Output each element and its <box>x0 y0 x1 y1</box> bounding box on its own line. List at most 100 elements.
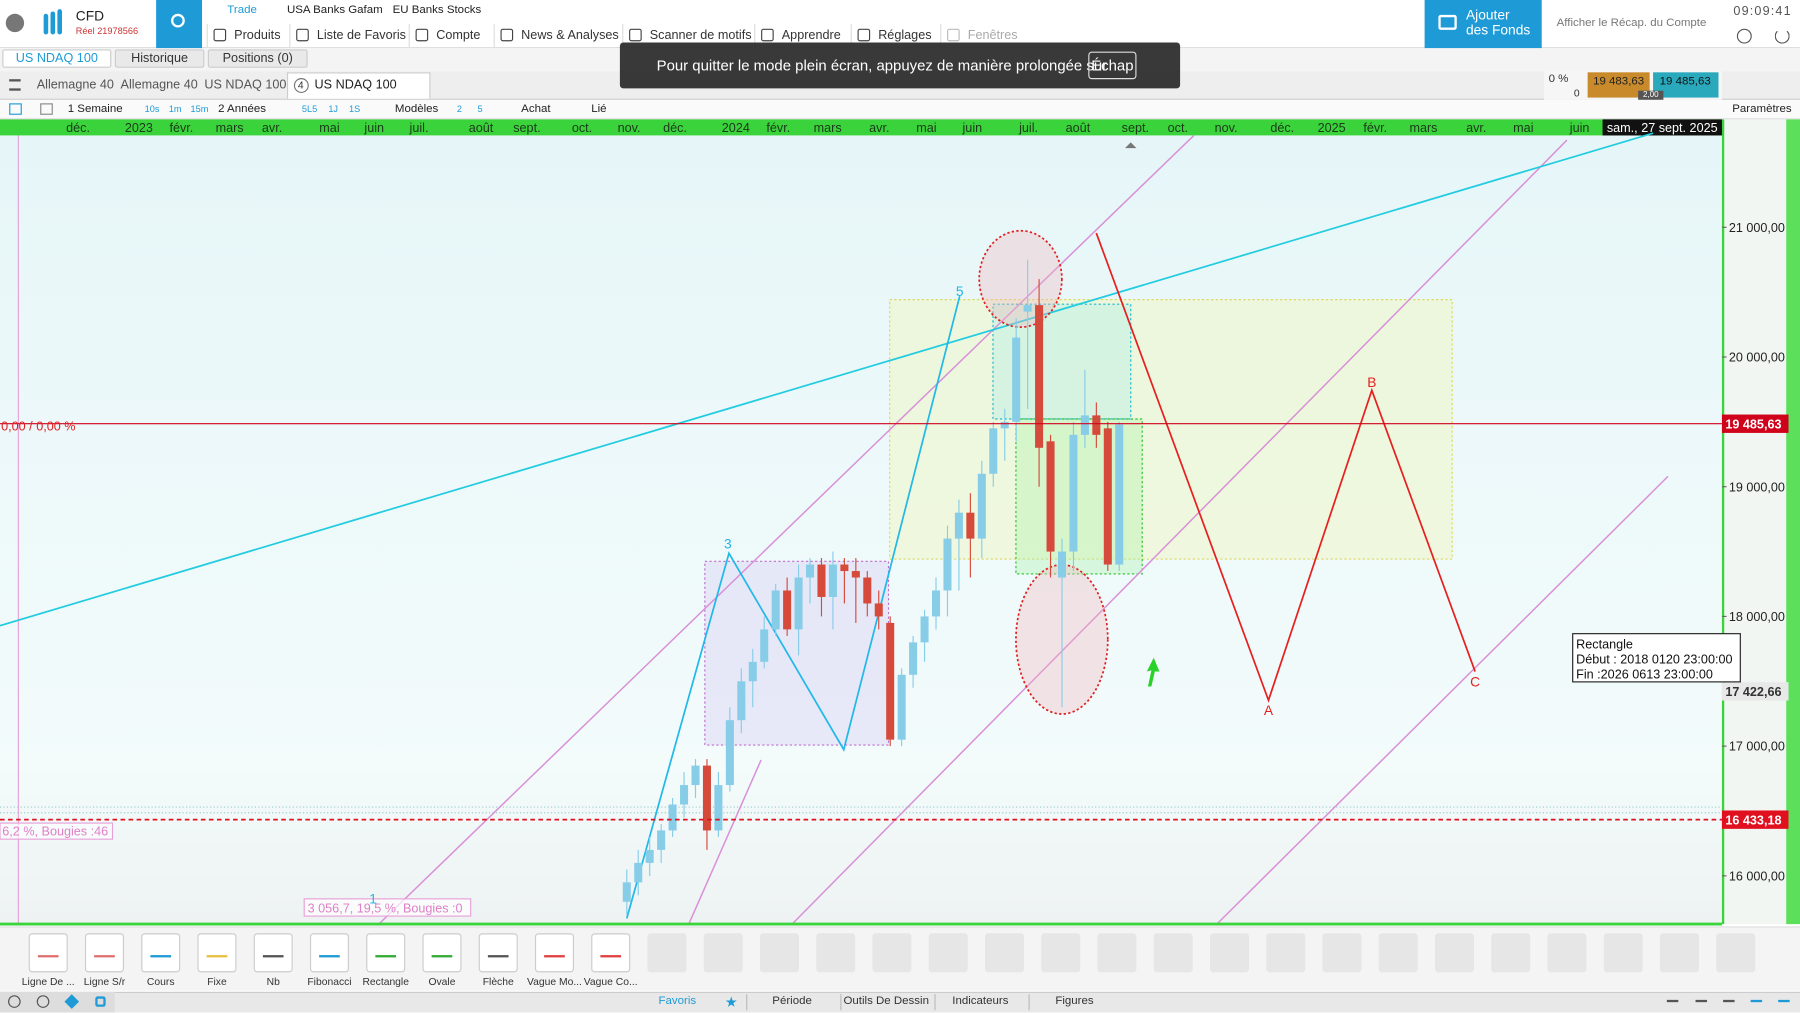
footer-tab[interactable]: Indicateurs <box>952 994 1009 1008</box>
channel-line <box>1216 475 1669 925</box>
date-axis <box>0 119 1722 136</box>
tool-label: Vague Co... <box>583 975 638 988</box>
toolbar-item[interactable]: 1J <box>328 103 339 115</box>
candle-body <box>1092 415 1101 435</box>
tool-slot <box>928 933 968 973</box>
candle-body <box>1023 305 1032 312</box>
wave-impulse <box>625 295 961 919</box>
toolbar-item[interactable]: 2 Années <box>218 102 267 116</box>
candle-body <box>1035 305 1044 448</box>
tool-label: Flèche <box>482 975 514 988</box>
menu-separator <box>622 24 624 48</box>
plot-area <box>0 135 1722 925</box>
recap-link[interactable]: Afficher le Récap. du Compte <box>1556 16 1707 30</box>
menu-item[interactable]: Fenêtres <box>967 28 1018 43</box>
tool-button[interactable] <box>366 933 406 973</box>
footer-tab[interactable]: Figures <box>1055 994 1094 1008</box>
ask-box[interactable] <box>1653 72 1719 98</box>
footer-tab[interactable]: Favoris <box>658 994 697 1008</box>
price-tag-label: 17 422,66 <box>1725 685 1781 699</box>
tool-label: Rectangle <box>362 975 409 988</box>
tool-button[interactable] <box>591 933 631 973</box>
date-label: mai <box>1513 121 1533 135</box>
chart-tab-active[interactable] <box>286 72 431 99</box>
candle-body <box>1080 415 1089 435</box>
menu-item[interactable]: Liste de Favoris <box>316 28 406 43</box>
banner <box>619 42 1181 89</box>
tool-button[interactable] <box>534 933 574 973</box>
menu-separator <box>206 24 208 48</box>
quote-change: 0 % <box>1548 72 1569 86</box>
tool-button[interactable] <box>84 933 124 973</box>
toolbar-item[interactable]: 5L5 <box>301 103 318 115</box>
candle-body <box>657 830 666 850</box>
clock: 09:09:41 <box>1733 4 1792 19</box>
top-tab[interactable]: USA Banks Gafam <box>286 4 383 17</box>
date-label: juin <box>962 121 983 135</box>
chart-tab[interactable]: Allemagne 40 <box>36 78 114 92</box>
footer-separator <box>840 994 842 1011</box>
toolbar-item[interactable]: 1m <box>168 103 182 115</box>
menu-item[interactable]: News & Analyses <box>521 28 619 43</box>
tab-name: US NDAQ 100 <box>314 78 397 92</box>
price-tag-label: 19 485,63 <box>1725 417 1781 431</box>
add-funds[interactable] <box>1424 0 1542 49</box>
menu-item[interactable]: Compte <box>436 28 481 43</box>
chart-tab[interactable]: Allemagne 40 <box>120 78 198 92</box>
price-tag <box>1721 414 1789 433</box>
candle-body <box>771 590 780 630</box>
date-label: oct. <box>572 121 592 135</box>
menu-separator <box>289 24 291 48</box>
candle-body <box>897 674 906 740</box>
tool-button[interactable] <box>253 933 293 973</box>
tool-button[interactable] <box>197 933 237 973</box>
menu-item[interactable]: Produits <box>234 28 281 43</box>
toolbar <box>0 99 1800 120</box>
tool-button[interactable] <box>309 933 349 973</box>
ask: 19 485,63 <box>1659 75 1711 88</box>
toolbar-item[interactable]: 1S <box>348 103 361 115</box>
chart-tab[interactable]: US NDAQ 100 <box>204 78 287 92</box>
tool-button[interactable] <box>28 933 68 973</box>
tool-button[interactable] <box>141 933 181 973</box>
menu-icon <box>213 28 227 42</box>
toolbar-item[interactable]: 5 <box>477 103 483 115</box>
footer-tab[interactable]: Outils De Dessin <box>843 994 929 1008</box>
menu-lines <box>9 79 21 91</box>
toolbar-item[interactable]: Achat <box>521 102 551 116</box>
toolbar-item[interactable]: Lié <box>591 102 607 116</box>
tool-button[interactable] <box>422 933 462 973</box>
toolbar-item[interactable]: 10s <box>144 103 160 115</box>
toolbar-item[interactable]: Paramètres <box>1732 102 1792 116</box>
menu-item[interactable]: Apprendre <box>781 28 841 43</box>
toolbar-item[interactable]: Modèles <box>394 102 439 116</box>
menu-item[interactable]: Réglages <box>878 28 932 43</box>
candle-body <box>989 428 998 474</box>
footer-icon <box>8 995 21 1008</box>
zoom-control <box>1666 999 1679 1003</box>
tool-glyph <box>431 948 453 958</box>
sub-tab[interactable] <box>114 49 205 68</box>
quote-count: 0 <box>1573 87 1580 99</box>
toolbar-item[interactable]: 15m <box>190 103 209 115</box>
menu-separator <box>493 24 495 48</box>
tool-slot <box>1603 933 1643 973</box>
menu-icon <box>947 28 960 42</box>
candle-body <box>1069 434 1078 552</box>
toolbar-item[interactable]: 1 Semaine <box>67 102 123 116</box>
top-tab[interactable]: EU Banks Stocks <box>392 4 482 17</box>
spread: 2,00 <box>1642 91 1659 100</box>
toolbar-item[interactable]: 2 <box>456 103 462 115</box>
date-label: févr. <box>169 121 193 135</box>
sub-tab[interactable] <box>207 49 308 68</box>
top-tab[interactable]: Trade <box>227 4 257 17</box>
footer-tab[interactable]: Période <box>772 994 812 1008</box>
tool-label: Ligne S/r <box>83 975 126 988</box>
tool-slot <box>1209 933 1249 973</box>
menu-item[interactable]: Scanner de motifs <box>649 28 752 43</box>
sub-tab[interactable] <box>2 49 112 68</box>
wave-label: 3 <box>724 537 732 552</box>
date-label: déc. <box>1270 121 1294 135</box>
y-tick-label: 18 000,00 <box>1729 610 1785 624</box>
tool-button[interactable] <box>478 933 518 973</box>
